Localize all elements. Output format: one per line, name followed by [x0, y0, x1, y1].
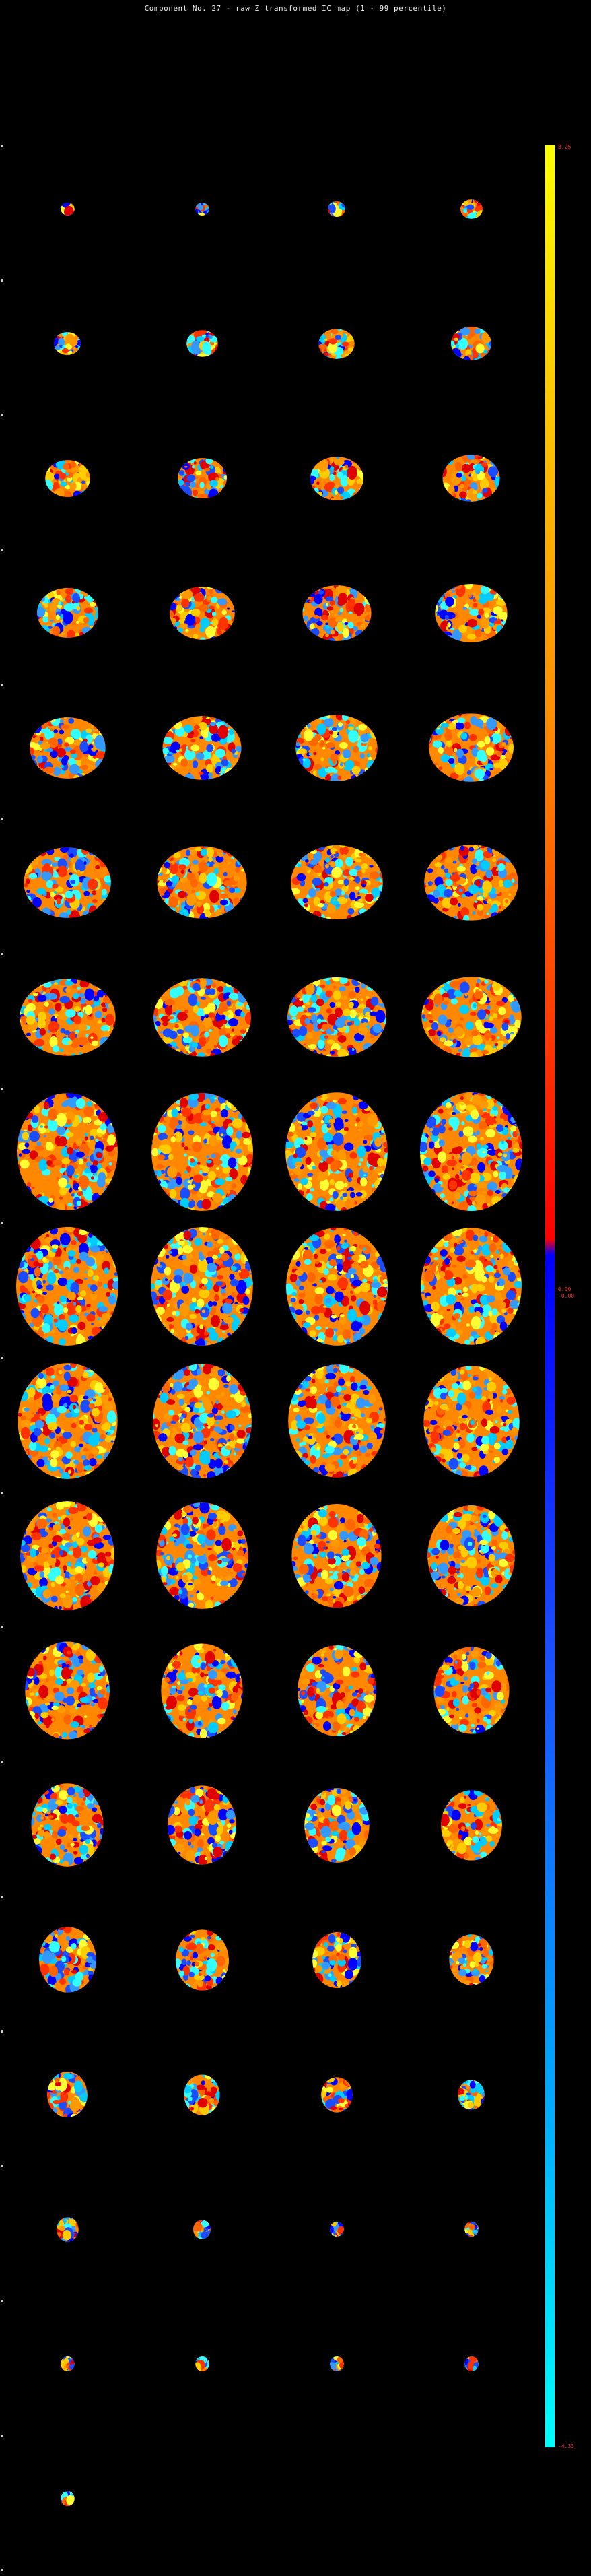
brain-slice	[15, 1226, 120, 1347]
brain-slice	[296, 1644, 378, 1738]
brain-slice	[155, 1501, 250, 1610]
row-marker	[1, 2030, 3, 2033]
row-marker	[1, 279, 3, 282]
brain-slice	[432, 1645, 511, 1736]
brain-slice	[166, 1784, 238, 1866]
brain-slice	[15, 1092, 119, 1212]
brain-slice	[149, 1226, 254, 1347]
brain-slice	[30, 1782, 105, 1868]
brain-slice	[311, 1931, 363, 1989]
brain-slice	[19, 1500, 116, 1612]
brain-slice	[286, 976, 388, 1058]
row-marker	[1, 1626, 3, 1628]
brain-slice	[328, 2355, 345, 2373]
row-marker	[1, 2165, 3, 2167]
brain-slice	[289, 844, 384, 921]
brain-slice	[463, 2355, 480, 2373]
brain-slice	[326, 200, 347, 218]
brain-slice	[174, 1928, 230, 1992]
brain-slice	[456, 2078, 486, 2111]
brain-slice	[28, 716, 107, 780]
colorbar	[545, 145, 555, 2447]
brain-slice	[287, 1363, 387, 1479]
brain-slice	[55, 2216, 80, 2243]
row-marker	[1, 1896, 3, 1898]
brain-slice	[448, 1933, 495, 1987]
brain-slice	[441, 453, 501, 503]
brain-slice	[419, 1091, 524, 1212]
colorbar-zero-negative-label: -0.00	[558, 1293, 575, 1299]
colorbar-zero-positive-label: 0.00	[558, 1286, 571, 1292]
brain-slice	[24, 1640, 111, 1741]
colorbar-min-label: -4.33	[558, 2443, 575, 2449]
brain-slice	[284, 1091, 389, 1212]
brain-slice	[427, 712, 515, 783]
brain-slice	[194, 2355, 211, 2373]
colorbar-max-label: 8.25	[558, 144, 571, 150]
brain-slice	[185, 329, 219, 358]
figure-title: Component No. 27 - raw Z transformed IC …	[144, 4, 447, 13]
row-marker	[1, 2300, 3, 2302]
brain-slice	[290, 1502, 383, 1609]
brain-slice	[36, 587, 100, 639]
brain-slice	[18, 977, 117, 1057]
row-marker	[1, 1492, 3, 1494]
brain-slice	[194, 201, 211, 217]
brain-slice	[294, 713, 379, 783]
brain-slice	[463, 2220, 480, 2238]
row-marker	[1, 1222, 3, 1224]
brain-slice	[44, 459, 92, 498]
slice-montage	[1, 145, 524, 2571]
brain-slice	[168, 585, 236, 641]
brain-slice	[459, 198, 484, 220]
brain-slice	[328, 2220, 345, 2238]
brain-slice	[151, 1362, 253, 1480]
brain-slice	[176, 457, 228, 500]
row-marker	[1, 2435, 3, 2437]
brain-slice	[419, 1226, 523, 1346]
brain-slice	[285, 1226, 389, 1347]
brain-slice	[53, 331, 82, 356]
row-marker	[1, 818, 3, 820]
brain-slice	[155, 845, 248, 920]
brain-slice	[160, 1642, 244, 1740]
brain-slice	[192, 2218, 212, 2241]
brain-slice	[317, 327, 356, 360]
brain-slice	[301, 584, 373, 642]
brain-slice	[152, 977, 252, 1058]
brain-slice	[320, 2076, 354, 2114]
row-marker	[1, 1357, 3, 1359]
row-marker	[1, 953, 3, 955]
row-marker	[1, 414, 3, 416]
brain-slice	[161, 715, 243, 781]
brain-slice	[303, 1787, 371, 1864]
row-marker	[1, 1761, 3, 1763]
brain-slice	[426, 1504, 516, 1608]
brain-slice	[433, 583, 509, 644]
brain-slice	[16, 1362, 119, 1480]
brain-slice	[22, 846, 112, 919]
brain-slice	[38, 1925, 98, 1994]
brain-slice	[59, 201, 76, 217]
brain-slice	[182, 2073, 221, 2117]
brain-slice	[46, 2070, 89, 2119]
brain-slice	[150, 1092, 254, 1212]
brain-slice	[422, 1364, 521, 1478]
brain-slice	[423, 843, 520, 922]
brain-slice	[309, 455, 365, 502]
row-marker	[1, 549, 3, 551]
row-marker	[1, 684, 3, 686]
row-marker	[1, 145, 3, 147]
brain-slice	[59, 2490, 76, 2507]
brain-slice	[440, 1789, 503, 1862]
row-marker	[1, 2569, 3, 2571]
brain-slice	[450, 325, 493, 362]
brain-slice	[59, 2355, 76, 2373]
brain-slice	[420, 975, 523, 1059]
row-marker	[1, 1088, 3, 1090]
